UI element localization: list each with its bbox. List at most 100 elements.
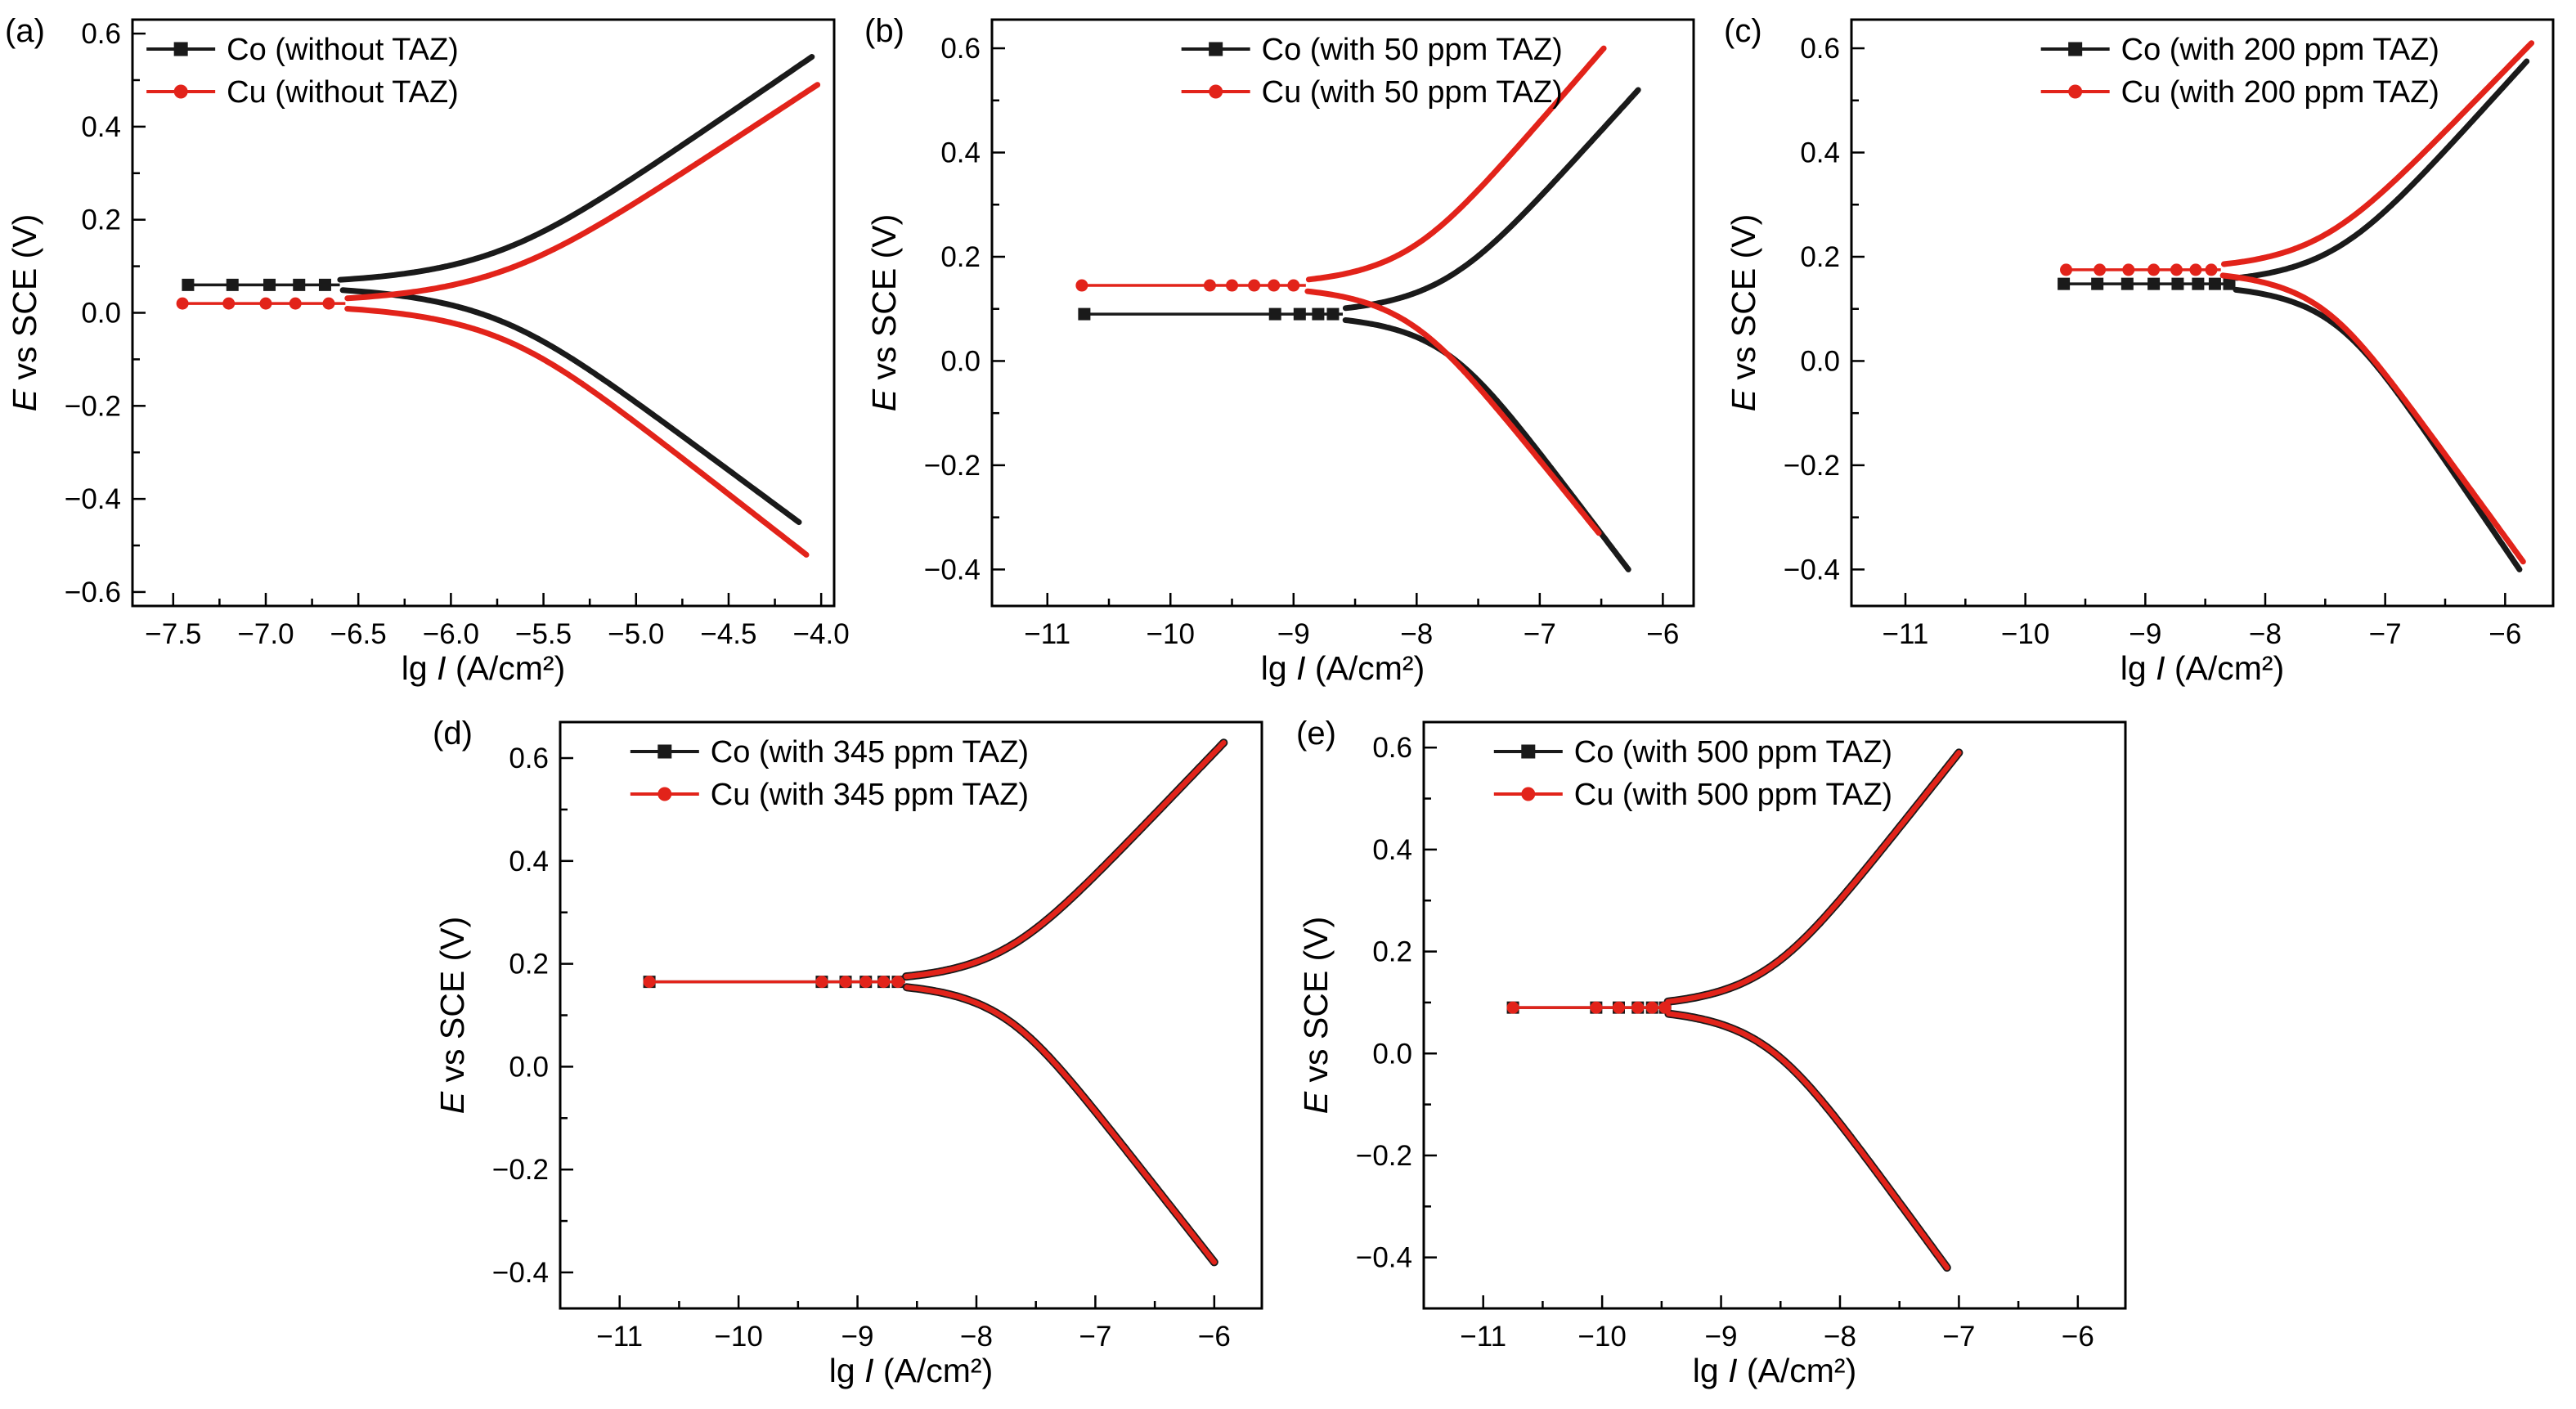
circle-marker: [2205, 263, 2218, 276]
y-tick-label: 0.0: [940, 345, 981, 377]
circle-marker: [2094, 263, 2107, 276]
square-marker: [293, 278, 306, 291]
circle-marker: [1203, 279, 1216, 292]
x-tick-label: −7: [1524, 618, 1556, 650]
y-tick-label: 0.4: [1372, 834, 1412, 866]
chart-d-plot: −11 −10 −9 −8 −7 −6 −0.4 −0.2 0.0 0.2 0.4 0.6 lg I (…: [433, 720, 1263, 1389]
square-marker: [1326, 307, 1340, 321]
legend-marker: [1521, 744, 1536, 759]
x-tick-label: −5.5: [515, 618, 572, 650]
bottom-row: (d) −11 −10 −9 −8 −7 −6 −0.4 −0.2 0.0 0.2 0.4 0.6 lg…: [0, 709, 2576, 1400]
y-tick-label: 0.0: [81, 298, 121, 330]
y-tick-label: 0.6: [940, 33, 981, 65]
y-tick-label: 0.0: [509, 1051, 549, 1083]
x-tick-label: −7: [1942, 1321, 1975, 1353]
x-tick-label: −10: [2001, 618, 2049, 650]
y-tick-label: −0.4: [492, 1257, 549, 1289]
series-cu: [643, 739, 1227, 1265]
x-tick-label: −4.5: [700, 618, 756, 650]
cathodic-branch: [339, 287, 802, 526]
square-marker: [1293, 307, 1306, 321]
y-tick-label: 0.4: [509, 846, 549, 877]
circle-marker: [1287, 279, 1300, 292]
y-tick-label: 0.6: [1372, 732, 1412, 764]
legend-marker: [1209, 84, 1223, 99]
legend-marker: [173, 42, 188, 56]
axis-ticks: [559, 756, 1216, 1308]
circle-marker: [2189, 263, 2202, 276]
anodic-branch: [1305, 45, 1607, 283]
circle-marker: [1506, 1001, 1519, 1014]
square-marker: [182, 278, 195, 291]
y-tick-label: 0.4: [81, 111, 121, 143]
x-tick-label: −6: [2062, 1321, 2094, 1353]
x-tick-label: −8: [1400, 618, 1433, 650]
circle-marker: [877, 976, 891, 989]
legend-label: Cu (with 500 ppm TAZ): [1574, 778, 1892, 812]
anodic-branch: [1665, 750, 1962, 1005]
circle-marker: [2122, 263, 2135, 276]
plot-frame: [990, 18, 1695, 608]
x-tick-label: −6: [1198, 1321, 1231, 1353]
y-tick-label: 0.2: [940, 241, 981, 273]
circle-marker: [2147, 263, 2161, 276]
circle-marker: [1590, 1001, 1603, 1014]
axis-ticks: [132, 32, 823, 606]
y-tick-label: −0.4: [924, 554, 981, 586]
y-tick-label: −0.2: [492, 1154, 549, 1186]
chart-e-container: (e) −11 −10 −9 −8 −7 −6 −0.4 −0.2 0.0 0.2 0.4 0.6 lg…: [1295, 709, 2145, 1400]
series-co: [2058, 58, 2530, 572]
y-tick-label: −0.2: [1356, 1140, 1412, 1172]
legend-label: Cu (with 200 ppm TAZ): [2121, 75, 2439, 110]
y-tick-label: 0.2: [509, 949, 549, 980]
x-tick-label: −11: [1460, 1321, 1506, 1353]
x-tick-label: −10: [1577, 1321, 1626, 1353]
square-marker: [1268, 307, 1281, 321]
legend: Co (with 200 ppm TAZ) Cu (with 200 ppm TA…: [2040, 33, 2439, 110]
x-tick-label: −8: [1824, 1321, 1856, 1353]
square-marker: [263, 278, 276, 291]
x-tick-label: −6.5: [330, 618, 387, 650]
chart-e-plot: −11 −10 −9 −8 −7 −6 −0.4 −0.2 0.0 0.2 0.4 0.6 lg I (…: [1297, 720, 2127, 1389]
chart-b-container: (b) −11 −10 −9 −8 −7 −6 −0.4 −0.2 0.0 0.2 0.4 0.6 lg…: [863, 7, 1713, 698]
cathodic-branch: [902, 983, 1218, 1267]
anodic-branch: [2221, 40, 2535, 267]
x-tick-label: −8: [960, 1321, 993, 1353]
circle-marker: [1645, 1001, 1658, 1014]
y-axis-label: E vs SCE (V): [433, 917, 471, 1115]
circle-marker: [322, 297, 335, 310]
legend: Co (with 50 ppm TAZ) Cu (with 50 ppm TAZ): [1181, 33, 1563, 110]
x-tick-label: −9: [2129, 618, 2161, 650]
circle-marker: [1612, 1001, 1625, 1014]
x-tick-label: −7: [2369, 618, 2402, 650]
chart-b-plot: −11 −10 −9 −8 −7 −6 −0.4 −0.2 0.0 0.2 0.4 0.6 lg I (…: [865, 18, 1695, 687]
plot-frame: [1422, 720, 2127, 1310]
y-tick-label: 0.2: [1372, 936, 1412, 968]
anodic-branch: [337, 54, 815, 283]
cathodic-branch: [344, 306, 810, 558]
chart-a-plot: −7.5 −7.0 −6.5 −6.0 −5.5 −5.0 −4.5 −4.0 −0.6 −0.4…: [6, 18, 850, 687]
y-tick-label: 0.0: [1800, 345, 1840, 377]
y-tick-label: 0.0: [1372, 1038, 1412, 1070]
y-tick-label: 0.4: [1800, 137, 1840, 169]
panel-label-c: (c): [1724, 13, 1762, 49]
series-co: [182, 54, 815, 526]
circle-marker: [1268, 279, 1281, 292]
circle-marker: [643, 976, 656, 989]
x-tick-label: −6: [2488, 618, 2521, 650]
circle-marker: [289, 297, 302, 310]
y-tick-label: 0.4: [940, 137, 981, 169]
legend-marker: [657, 787, 672, 801]
x-tick-label: −7: [1079, 1321, 1111, 1353]
legend-label: Co (with 500 ppm TAZ): [1574, 735, 1892, 770]
circle-marker: [1226, 279, 1239, 292]
square-marker: [1312, 307, 1325, 321]
x-axis-label: lg I (A/cm²): [1693, 1352, 1856, 1389]
square-marker: [318, 278, 331, 291]
square-marker: [2192, 277, 2205, 290]
x-tick-label: −8: [2249, 618, 2282, 650]
square-marker: [2147, 277, 2161, 290]
x-tick-label: −4.0: [793, 618, 850, 650]
legend-marker: [1209, 42, 1223, 56]
x-axis-label: lg I (A/cm²): [402, 649, 565, 687]
